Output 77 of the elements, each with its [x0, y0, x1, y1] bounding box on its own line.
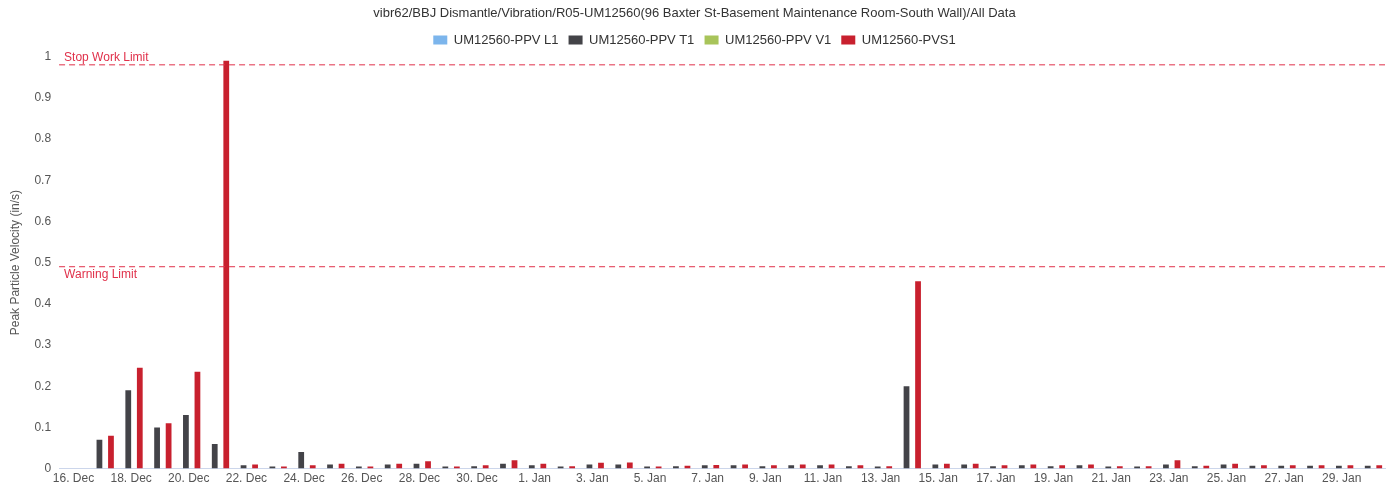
bar — [1163, 464, 1169, 469]
chart-title: vibr62/BBJ Dismantle/Vibration/R05-UM12560(96 Baxter St-Basement Maintenance Room-South Wall)/All Data — [373, 5, 1017, 21]
y-tick-label: 0.7 — [34, 172, 52, 187]
bar — [108, 435, 114, 469]
x-tick-label: 11. Jan — [803, 471, 843, 486]
bar — [183, 415, 189, 469]
bar — [384, 464, 391, 469]
bar — [1059, 465, 1066, 469]
y-tick-label: 0.3 — [34, 337, 52, 352]
bar — [961, 464, 968, 469]
bar — [932, 464, 939, 469]
x-tick-label: 3. Jan — [575, 471, 609, 486]
bar — [136, 367, 143, 469]
x-tick-label: 25. Jan — [1206, 471, 1247, 486]
x-tick-label: 22. Dec — [225, 471, 268, 486]
y-tick-label: 0.8 — [34, 131, 52, 146]
bar — [1261, 465, 1267, 469]
x-tick-label: 24. Dec — [283, 471, 325, 486]
bar — [1030, 464, 1037, 469]
x-tick-label: 7. Jan — [691, 471, 724, 486]
y-tick-label: 0.9 — [34, 90, 52, 105]
y-tick-label: 0.2 — [34, 378, 52, 393]
legend-label: UM12560-PVS1 — [861, 31, 956, 47]
x-tick-label: 30. Dec — [456, 471, 498, 486]
bar — [223, 60, 230, 469]
bar — [615, 464, 622, 469]
y-tick-label: 0.4 — [34, 296, 52, 311]
x-tick-label: 28. Dec — [398, 471, 441, 486]
x-tick-label: 17. Jan — [976, 471, 1016, 486]
x-tick-label: 16. Dec — [52, 471, 95, 486]
bar — [1376, 465, 1383, 469]
x-tick-label: 13. Jan — [860, 471, 901, 486]
bar — [742, 464, 748, 469]
bar — [482, 465, 489, 469]
bar — [626, 462, 633, 469]
y-tick-label: 0 — [44, 460, 52, 475]
bar — [298, 452, 305, 469]
bar — [125, 390, 132, 469]
legend-label: UM12560-PPV L1 — [453, 31, 559, 47]
bar — [1289, 465, 1296, 469]
ref-line-label: Stop Work Limit — [64, 50, 150, 65]
bar — [701, 465, 708, 469]
bar — [1088, 464, 1094, 469]
bar — [817, 465, 823, 469]
x-tick-label: 26. Dec — [341, 471, 383, 486]
x-tick-label: 18. Dec — [110, 471, 152, 486]
x-tick-label: 27. Jan — [1264, 471, 1304, 486]
bar — [799, 464, 806, 469]
bar — [309, 465, 316, 469]
ref-line-label: Warning Limit — [64, 267, 138, 282]
bar — [252, 464, 258, 469]
bar — [211, 443, 218, 469]
x-tick-label: 1. Jan — [518, 471, 552, 486]
x-tick-label: 19. Jan — [1033, 471, 1074, 486]
y-tick-label: 0.1 — [34, 419, 52, 434]
x-tick-label: 29. Jan — [1322, 471, 1362, 486]
x-tick-label: 9. Jan — [748, 471, 782, 486]
x-tick-label: 5. Jan — [633, 471, 667, 486]
x-tick-label: 23. Jan — [1149, 471, 1189, 486]
legend-label: UM12560-PPV T1 — [589, 31, 695, 47]
y-tick-label: 0.5 — [34, 254, 52, 269]
x-tick-label: 21. Jan — [1091, 471, 1131, 486]
bar — [154, 427, 160, 469]
bar — [598, 462, 604, 469]
y-axis-title: Peak Particle Velocity (in/s) — [7, 189, 22, 336]
bar — [915, 281, 921, 469]
bar — [425, 461, 431, 469]
bar — [528, 465, 535, 469]
bar — [788, 465, 795, 469]
bar — [327, 464, 333, 469]
y-tick-label: 0.6 — [34, 213, 52, 228]
x-tick-label: 15. Jan — [918, 471, 958, 486]
legend-label: UM12560-PPV V1 — [725, 31, 832, 47]
y-tick-label: 1 — [44, 48, 52, 63]
bar — [1018, 465, 1025, 469]
bar — [771, 465, 777, 469]
x-tick-label: 20. Dec — [168, 471, 210, 486]
